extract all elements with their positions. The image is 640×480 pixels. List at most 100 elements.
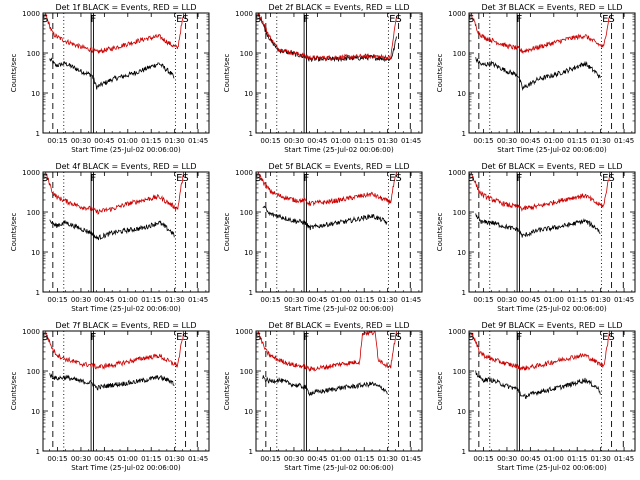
x-tick-label: 01:45 (401, 137, 421, 145)
y-axis-label: Counts/sec (10, 54, 18, 93)
x-tick-label: 01:15 (567, 137, 587, 145)
x-axis-label: Start Time (25-Jul-02 00:06:00) (284, 464, 394, 472)
x-tick-label: 01:45 (614, 296, 634, 304)
marker-f: F (304, 14, 310, 25)
plot-frame (255, 171, 423, 293)
lld-series-line (44, 13, 185, 54)
x-axis-label: Start Time (25-Jul-02 00:06:00) (497, 464, 607, 472)
lld-series-line (45, 172, 185, 215)
y-tick-label: 10 (31, 408, 40, 416)
x-tick-label: 00:30 (284, 296, 304, 304)
panel-title: Det 5f BLACK = Events, RED = LLD (268, 162, 409, 171)
x-tick-label: 00:15 (260, 455, 280, 463)
x-tick-label: 00:45 (307, 296, 327, 304)
lld-series-line (470, 172, 611, 212)
y-tick-label: 1000 (448, 10, 466, 18)
x-tick-label: 00:30 (71, 455, 91, 463)
marker-f: F (91, 173, 97, 184)
y-axis-label: Counts/sec (223, 213, 231, 252)
x-tick-label: 01:45 (188, 455, 208, 463)
marker-s: S (255, 14, 261, 25)
x-tick-label: 00:15 (47, 455, 67, 463)
marker-s: S (468, 332, 474, 343)
y-tick-label: 100 (27, 368, 40, 376)
x-tick-label: 01:15 (354, 296, 374, 304)
marker-e: E (602, 173, 608, 184)
y-tick-label: 1 (36, 130, 40, 138)
y-tick-label: 100 (240, 50, 253, 58)
marker-e: E (389, 332, 395, 343)
marker-f: F (91, 332, 97, 343)
marker-s: S (395, 332, 401, 343)
x-tick-label: 01:30 (165, 296, 185, 304)
y-tick-label: 1 (36, 289, 40, 297)
y-tick-label: 1 (462, 130, 466, 138)
x-tick-label: 00:45 (307, 455, 327, 463)
y-tick-label: 10 (244, 90, 253, 98)
panel-title: Det 2f BLACK = Events, RED = LLD (268, 3, 409, 12)
x-tick-label: 01:45 (188, 296, 208, 304)
x-tick-label: 01:00 (331, 137, 351, 145)
marker-s: S (395, 173, 401, 184)
events-series-line (49, 219, 175, 241)
marker-f: F (304, 332, 310, 343)
x-tick-label: 01:45 (614, 137, 634, 145)
events-series-line (475, 370, 601, 399)
events-series-line (262, 375, 388, 397)
plot-frame (255, 12, 423, 134)
marker-s: S (182, 14, 188, 25)
y-tick-label: 10 (244, 408, 253, 416)
y-tick-label: 1000 (235, 10, 253, 18)
x-tick-label: 01:15 (141, 296, 161, 304)
plot-frame (468, 12, 636, 134)
events-series-line (49, 373, 175, 391)
panel-title: Det 3f BLACK = Events, RED = LLD (481, 3, 622, 12)
panel-title: Det 9f BLACK = Events, RED = LLD (481, 321, 622, 330)
marker-s: S (468, 173, 474, 184)
y-axis-label: Counts/sec (10, 213, 18, 252)
y-tick-label: 1000 (235, 169, 253, 177)
x-tick-label: 00:15 (260, 296, 280, 304)
marker-f: F (517, 332, 523, 343)
x-tick-label: 00:30 (71, 137, 91, 145)
y-tick-label: 1000 (448, 169, 466, 177)
panel-title: Det 4f BLACK = Events, RED = LLD (55, 162, 196, 171)
x-tick-label: 00:15 (47, 296, 67, 304)
x-tick-label: 00:45 (520, 296, 540, 304)
x-tick-label: 01:30 (591, 137, 611, 145)
x-tick-label: 00:30 (497, 296, 517, 304)
x-tick-label: 01:45 (614, 455, 634, 463)
x-tick-label: 00:30 (71, 296, 91, 304)
y-axis-label: Counts/sec (436, 54, 444, 93)
x-tick-label: 00:30 (497, 137, 517, 145)
x-tick-label: 00:30 (284, 455, 304, 463)
x-tick-label: 01:15 (567, 296, 587, 304)
y-tick-label: 100 (27, 209, 40, 217)
y-tick-label: 10 (457, 90, 466, 98)
x-axis-label: Start Time (25-Jul-02 00:06:00) (71, 464, 181, 472)
lld-series-line (257, 331, 398, 373)
x-tick-label: 01:15 (141, 137, 161, 145)
lld-series-line (257, 13, 398, 62)
x-tick-label: 01:15 (567, 455, 587, 463)
y-tick-label: 1 (462, 448, 466, 456)
plot-frame (42, 330, 210, 452)
marker-f: F (517, 173, 523, 184)
x-tick-label: 01:30 (591, 455, 611, 463)
x-tick-label: 00:45 (520, 455, 540, 463)
y-tick-label: 10 (244, 249, 253, 257)
y-tick-label: 1000 (235, 328, 253, 336)
plot-frame (255, 330, 423, 452)
x-tick-label: 01:00 (331, 296, 351, 304)
y-tick-label: 100 (240, 368, 253, 376)
y-axis-label: Counts/sec (223, 372, 231, 411)
x-tick-label: 01:15 (354, 455, 374, 463)
y-tick-label: 1000 (22, 10, 40, 18)
marker-s: S (182, 173, 188, 184)
x-tick-label: 01:00 (118, 137, 138, 145)
